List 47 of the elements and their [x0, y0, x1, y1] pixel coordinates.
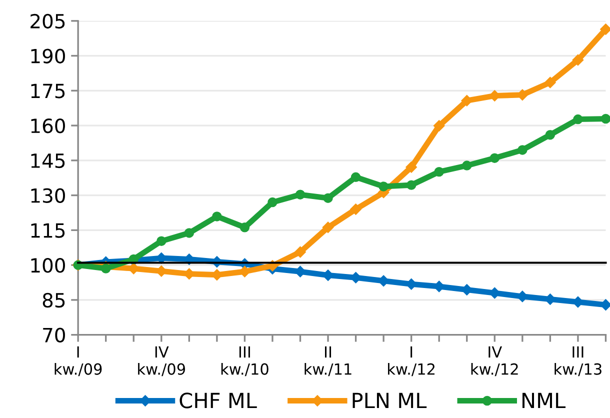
x-tick-label: IV kw./12	[471, 346, 518, 376]
point	[545, 130, 556, 140]
point	[156, 236, 166, 246]
point	[295, 190, 306, 200]
point	[378, 182, 388, 192]
point	[434, 166, 444, 177]
point	[518, 145, 528, 155]
y-tick-label: 190	[31, 48, 65, 64]
point	[573, 114, 583, 124]
legend-label: PLN ML	[352, 392, 427, 408]
point	[544, 76, 556, 88]
x-tick-label: II kw./11	[304, 346, 352, 376]
point	[350, 172, 361, 182]
y-tick-label: 115	[31, 223, 65, 238]
legend-label: NML	[522, 392, 566, 408]
point	[406, 162, 417, 173]
y-tick-label: 85	[42, 292, 65, 308]
y-tick-label: 70	[43, 328, 65, 342]
point	[294, 246, 306, 258]
point	[434, 120, 445, 132]
y-tick-label: 145	[31, 154, 65, 168]
y-tick-label: 175	[31, 84, 65, 98]
y-tick-label: 160	[31, 118, 65, 134]
point	[184, 228, 194, 238]
point	[323, 193, 333, 203]
point	[462, 160, 472, 170]
point	[461, 95, 472, 106]
point	[240, 222, 250, 232]
point	[600, 24, 610, 35]
y-tick-label: 100	[31, 258, 65, 273]
point	[350, 204, 362, 215]
x-tick-label: IV kw./09	[138, 346, 186, 376]
x-tick-label: III kw./13	[554, 346, 602, 376]
y-tick-label: 205	[30, 14, 65, 29]
point	[600, 114, 610, 124]
point	[268, 197, 278, 208]
point	[100, 264, 111, 274]
x-tick-label: I kw./12	[388, 346, 434, 376]
y-tick-label: 130	[31, 188, 65, 203]
point	[322, 222, 334, 233]
point	[406, 180, 416, 190]
point	[572, 54, 584, 66]
point	[490, 153, 500, 163]
point	[212, 212, 222, 222]
x-tick-label: I kw./09	[54, 346, 102, 376]
x-tick-label: III kw./10	[221, 346, 268, 376]
legend-label: CHF ML	[180, 392, 257, 408]
